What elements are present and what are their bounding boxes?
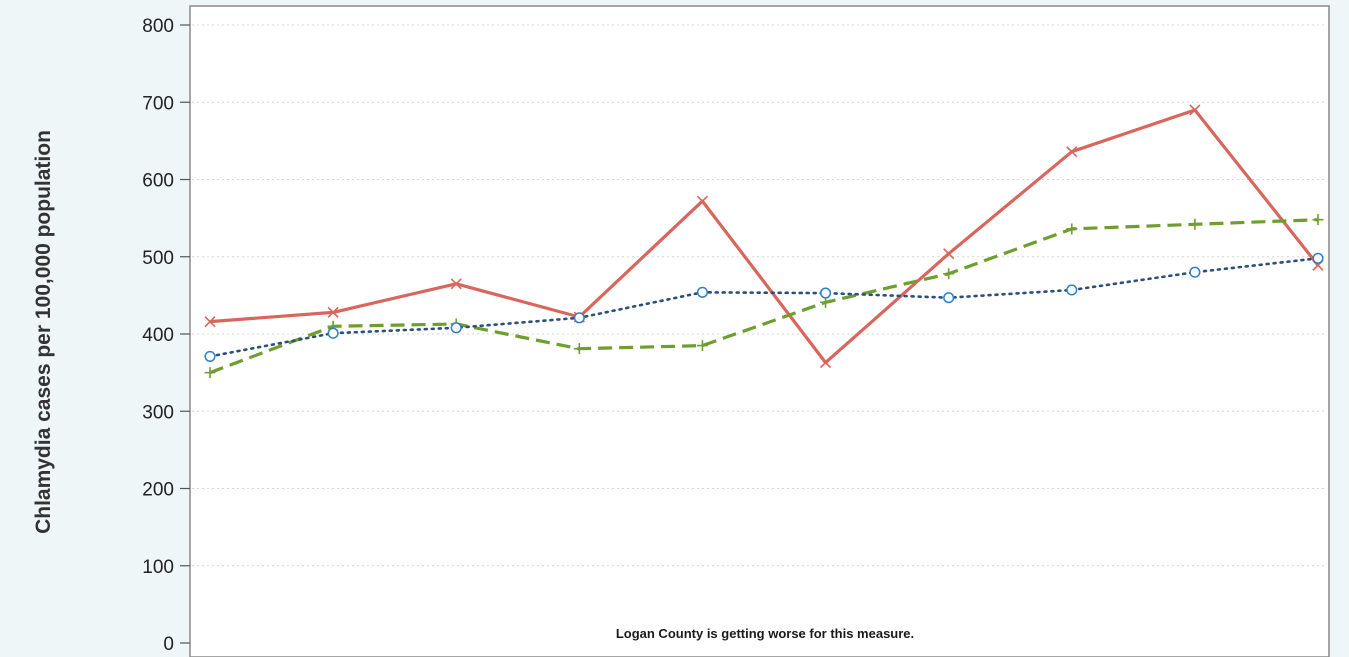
y-tick-label-300: 300 xyxy=(142,402,174,423)
y-tick-label-200: 200 xyxy=(142,480,174,501)
series-3-point-7 xyxy=(943,292,955,304)
series-line-1 xyxy=(209,108,1320,365)
y-tick-label-800: 800 xyxy=(142,16,174,37)
series-1-point-7 xyxy=(943,248,955,260)
series-3-point-4 xyxy=(573,312,585,324)
series-3-point-3 xyxy=(450,322,462,334)
series-line-2 xyxy=(209,218,1319,375)
y-axis-label: Chlamydia cases per 100,000 population xyxy=(32,130,55,534)
series-2-point-4 xyxy=(573,343,585,355)
series-1-point-9 xyxy=(1189,104,1201,116)
series-2-point-9 xyxy=(1189,218,1201,230)
series-1-point-8 xyxy=(1066,146,1078,158)
y-tick-label-600: 600 xyxy=(142,171,174,192)
y-tick-label-0: 0 xyxy=(163,634,174,655)
y-axis: 0 100 200 300 400 500 600 700 800 xyxy=(142,16,190,655)
series-3-point-10 xyxy=(1312,252,1324,264)
plot-frame xyxy=(189,5,1330,657)
series-2-point-7 xyxy=(943,268,955,280)
trend-annotation: Logan County is getting worse for this m… xyxy=(616,626,914,641)
y-tick-label-500: 500 xyxy=(142,248,174,269)
y-tick-label-700: 700 xyxy=(142,93,174,114)
series-1-point-3 xyxy=(450,278,462,290)
gridlines xyxy=(192,24,1327,567)
series-3-point-2 xyxy=(327,327,339,339)
series-2-point-8 xyxy=(1066,223,1078,235)
series-3-point-8 xyxy=(1066,284,1078,296)
series-group xyxy=(208,108,1320,375)
series-1-point-6 xyxy=(819,357,832,369)
series-1-point-5 xyxy=(696,195,709,207)
series-1-point-2 xyxy=(327,306,339,318)
series-1-point-1 xyxy=(204,316,216,328)
series-3-point-5 xyxy=(696,286,708,298)
series-2-point-6 xyxy=(820,296,832,308)
y-tick-label-400: 400 xyxy=(142,325,174,346)
marker-group xyxy=(204,104,1324,379)
series-3-point-1 xyxy=(204,350,216,362)
series-2-point-1 xyxy=(204,367,216,379)
series-2-point-10 xyxy=(1312,214,1324,226)
y-tick-label-100: 100 xyxy=(142,557,174,578)
series-3-point-6 xyxy=(820,287,832,299)
series-line-3 xyxy=(208,256,1320,358)
series-2-point-5 xyxy=(696,340,708,352)
series-3-point-9 xyxy=(1189,266,1201,278)
plot-background xyxy=(190,6,1329,657)
